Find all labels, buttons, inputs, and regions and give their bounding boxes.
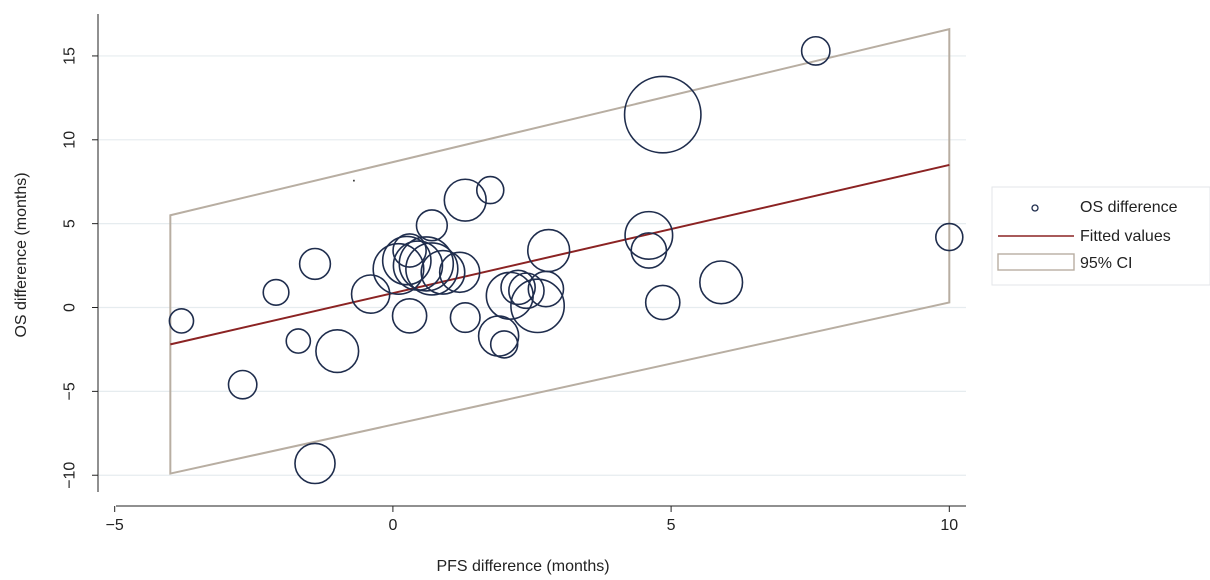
bubble-point (489, 330, 519, 359)
x-tick-label-3: 10 (940, 517, 958, 534)
y-tick-label-4: 10 (62, 131, 79, 149)
x-axis-title: PFS difference (months) (436, 558, 609, 575)
bubble-point (262, 278, 290, 307)
bubble-point (438, 251, 481, 294)
x-tick-label-1: 0 (388, 517, 397, 534)
bubble-point (227, 369, 258, 400)
bubble-point (285, 328, 312, 354)
bubble-point (623, 75, 702, 154)
bubble-point (381, 235, 432, 286)
bubble-point (800, 35, 831, 66)
bubble-point (475, 175, 505, 205)
bubble-point (405, 242, 459, 296)
bubble-point (526, 228, 571, 273)
legend-label-os-difference: OS difference (1080, 199, 1178, 216)
bubble-point (372, 242, 425, 295)
bubble-point (420, 249, 466, 295)
bubble-point (477, 315, 520, 357)
x-tick-label-2: 5 (667, 517, 676, 534)
bubble-point (392, 233, 427, 268)
bubble-point (699, 260, 744, 305)
annotation-dot-0: · (351, 172, 356, 189)
legend-label-95-ci: 95% CI (1080, 255, 1132, 272)
y-tick-label-5: 15 (62, 47, 79, 65)
y-tick-label-0: −10 (62, 462, 79, 489)
bubble-point (624, 210, 674, 260)
legend-swatch-95-ci (997, 253, 1075, 271)
bubble-point (630, 232, 668, 269)
bubble-point (644, 284, 681, 321)
annotations: · (351, 172, 356, 189)
ci-band-outline (169, 27, 951, 475)
bubble-point (294, 442, 336, 485)
bubble-point (415, 209, 449, 242)
bubble-point (510, 278, 566, 334)
legend-marker-os-difference (1031, 204, 1039, 212)
bubble-point (168, 308, 195, 334)
y-axis-ticks: −10 −5 0 5 10 15 (62, 47, 98, 489)
grid-lines (99, 55, 966, 476)
bubble-point (392, 240, 444, 291)
legend-label-fitted-values: Fitted values (1080, 228, 1171, 245)
bubble-point (449, 301, 481, 334)
bubble-point (500, 269, 536, 306)
fitted-values-line (170, 163, 950, 346)
ci-band (169, 27, 951, 475)
bubble-point (315, 328, 360, 374)
x-axis-ticks: −5 0 5 10 (106, 506, 958, 534)
x-tick-label-0: −5 (106, 517, 124, 534)
fitted-line-layer (170, 163, 950, 346)
bubble-point (935, 222, 964, 252)
bubble-point (527, 270, 565, 308)
bubble-point (391, 298, 428, 334)
y-tick-label-1: −5 (62, 382, 79, 400)
bubble-point (350, 274, 391, 314)
y-tick-label-2: 0 (62, 303, 79, 312)
bubble-point (443, 178, 487, 222)
legend: OS difference Fitted values 95% CI (991, 186, 1210, 286)
y-axis-title: OS difference (months) (13, 172, 30, 337)
bubble-point (298, 247, 332, 281)
y-tick-label-3: 5 (62, 219, 79, 228)
bubble-points (168, 35, 964, 485)
